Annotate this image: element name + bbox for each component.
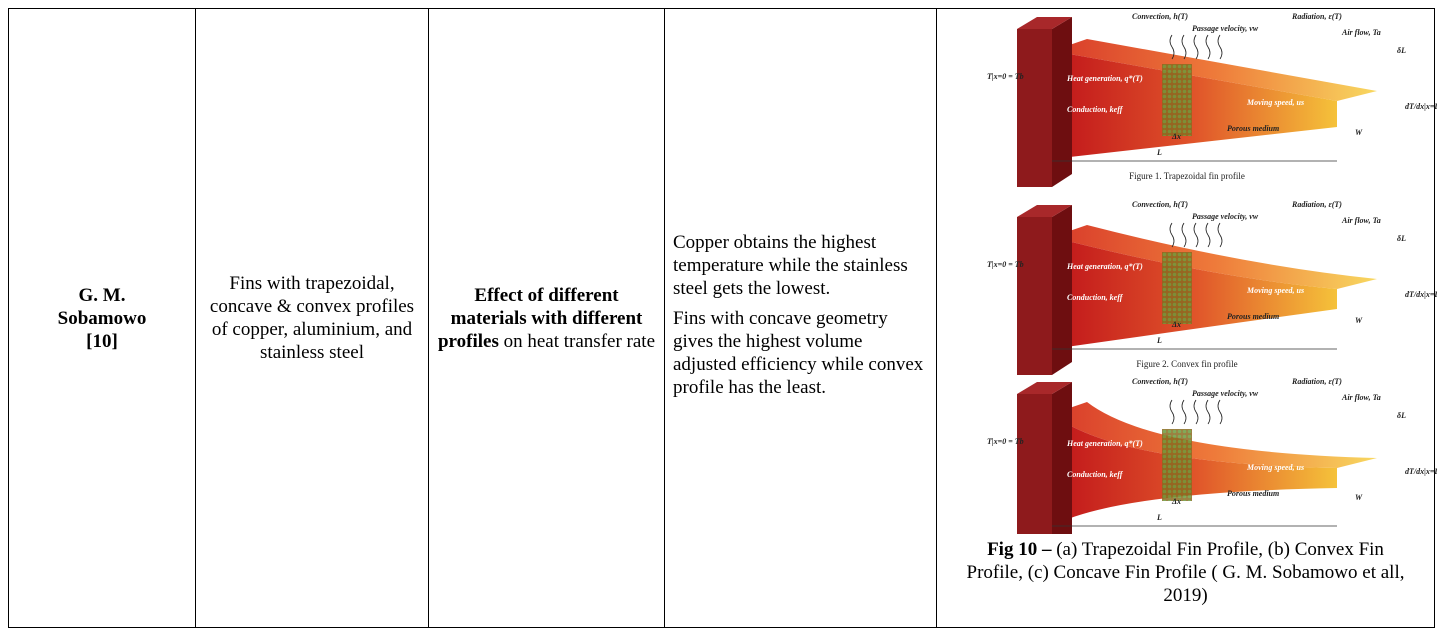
wall-side	[1052, 205, 1072, 375]
fin-body	[1052, 414, 1337, 526]
figure-label: Conduction, keff	[1067, 470, 1124, 479]
figure-label: Passage velocity, vw	[1192, 212, 1259, 221]
fin-figure: Convection, h(T) Passage velocity, vw Radi…	[987, 377, 1437, 534]
wall	[1017, 217, 1052, 375]
figure-label: Δx	[1171, 132, 1181, 141]
wall-top	[1017, 382, 1072, 394]
wave	[1217, 222, 1223, 248]
wave	[1193, 399, 1199, 425]
figure-label: Δx	[1171, 320, 1181, 329]
fin-figure: Convection, h(T) Passage velocity, vw Radi…	[987, 200, 1437, 375]
wall-side	[1052, 382, 1072, 534]
figure-label: δL	[1397, 234, 1406, 243]
scope: Fins with trapezoidal, concave & convex …	[209, 273, 415, 363]
figure-label: T|x=0 = Tb	[987, 260, 1024, 269]
figure-label: Porous medium	[1227, 312, 1279, 321]
fin-top	[1052, 402, 1377, 468]
figure-label: Moving speed, us	[1246, 286, 1304, 295]
wall-top	[1017, 205, 1072, 217]
figure-label: L	[1156, 336, 1162, 345]
figure-label: Heat generation, q*(T)	[1066, 439, 1143, 448]
figure-label: δL	[1397, 46, 1406, 55]
focus-bold: Effect of different materials with diffe…	[437, 284, 643, 352]
fin-body	[1052, 237, 1337, 349]
wall-top	[1017, 17, 1072, 29]
figure-label: Porous medium	[1227, 489, 1279, 498]
figure-label: Heat generation, q*(T)	[1066, 262, 1143, 271]
wall	[1017, 29, 1052, 187]
wave	[1169, 222, 1175, 248]
figure-label: W	[1355, 316, 1363, 325]
cell: Effect of different materials with diffe…	[428, 8, 665, 628]
wave	[1217, 34, 1223, 60]
figure: Convection, h(T) Passage velocity, vw Radi…	[987, 12, 1437, 534]
wave	[1169, 399, 1175, 425]
figure-label: T|x=0 = Tb	[987, 72, 1024, 81]
cell: G. M. Sobamowo [10]	[8, 8, 196, 628]
figure-label: W	[1355, 493, 1363, 502]
wave	[1181, 34, 1187, 60]
figure-label: L	[1156, 148, 1162, 157]
wave	[1205, 399, 1211, 425]
wall	[1017, 394, 1052, 534]
wave	[1205, 34, 1211, 60]
wave	[1193, 34, 1199, 60]
finding: Copper obtains the highest temperature w…	[673, 231, 908, 299]
wave	[1217, 399, 1223, 425]
figure-label: Passage velocity, vw	[1192, 24, 1259, 33]
figure-label: dT/dx|x=L = 0	[1405, 102, 1437, 111]
wave	[1181, 222, 1187, 248]
figure-label: Air flow, Ta	[1341, 393, 1381, 402]
focus-text: on heat transfer rate	[503, 330, 655, 352]
wall-side	[1052, 17, 1072, 187]
figure-label: Air flow, Ta	[1341, 216, 1381, 225]
wave	[1205, 222, 1211, 248]
figure-label: dT/dx|x=L = 0	[1405, 290, 1437, 299]
figure-label: Radiation, ε(T)	[1291, 12, 1342, 21]
figure-label: dT/dx|x=L = 0	[1405, 467, 1437, 476]
porous-band	[1162, 64, 1192, 136]
figure-label: Porous medium	[1227, 124, 1279, 133]
author: G. M. Sobamowo [10]	[57, 284, 147, 352]
table: G. M. Sobamowo [10] Fins with trapezoida…	[8, 8, 1437, 628]
table-row: G. M. Sobamowo [10] Fins with trapezoida…	[8, 8, 1437, 628]
caption-bold: Fig 10 –	[987, 539, 1052, 560]
porous-band	[1162, 252, 1192, 324]
cell: Convection, h(T) Passage velocity, vw Radi…	[936, 8, 1437, 628]
figure-caption: Figure 2. Convex fin profile	[1136, 359, 1237, 369]
fin-top	[1052, 225, 1377, 289]
figure-label: Radiation, ε(T)	[1291, 377, 1342, 386]
figure-label: Moving speed, us	[1246, 98, 1304, 107]
fin-body	[1052, 51, 1337, 159]
figure-label: Conduction, keff	[1067, 105, 1124, 114]
wave	[1181, 399, 1187, 425]
cell: Fins with trapezoidal, concave & convex …	[195, 8, 429, 628]
figure-label: Δx	[1171, 497, 1181, 506]
figure-label: δL	[1397, 411, 1406, 420]
fin-figure: Convection, h(T) Passage velocity, vw Radi…	[987, 12, 1437, 187]
figure-label: Convection, h(T)	[1132, 377, 1188, 386]
figure-label: Convection, h(T)	[1132, 200, 1188, 209]
figure-caption: Figure 1. Trapezoidal fin profile	[1129, 171, 1245, 181]
wave	[1193, 222, 1199, 248]
wave	[1169, 34, 1175, 60]
figure-label: Conduction, keff	[1067, 293, 1124, 302]
figure-label: T|x=0 = Tb	[987, 437, 1024, 446]
figure-label: Convection, h(T)	[1132, 12, 1188, 21]
figure-label: Moving speed, us	[1246, 463, 1304, 472]
figure-label: Radiation, ε(T)	[1291, 200, 1342, 209]
caption-text: (a) Trapezoidal Fin Profile, (b) Convex …	[966, 539, 1405, 606]
cell: Copper obtains the highest temperature w…	[664, 8, 937, 628]
porous-band	[1162, 429, 1192, 501]
figure-label: L	[1156, 513, 1162, 522]
finding: Fins with concave geometry gives the hig…	[673, 307, 924, 398]
figure-label: Heat generation, q*(T)	[1066, 74, 1143, 83]
figure-label: Air flow, Ta	[1341, 28, 1381, 37]
figure-label: Passage velocity, vw	[1192, 389, 1259, 398]
figure-label: W	[1355, 128, 1363, 137]
fin-top	[1052, 39, 1377, 101]
